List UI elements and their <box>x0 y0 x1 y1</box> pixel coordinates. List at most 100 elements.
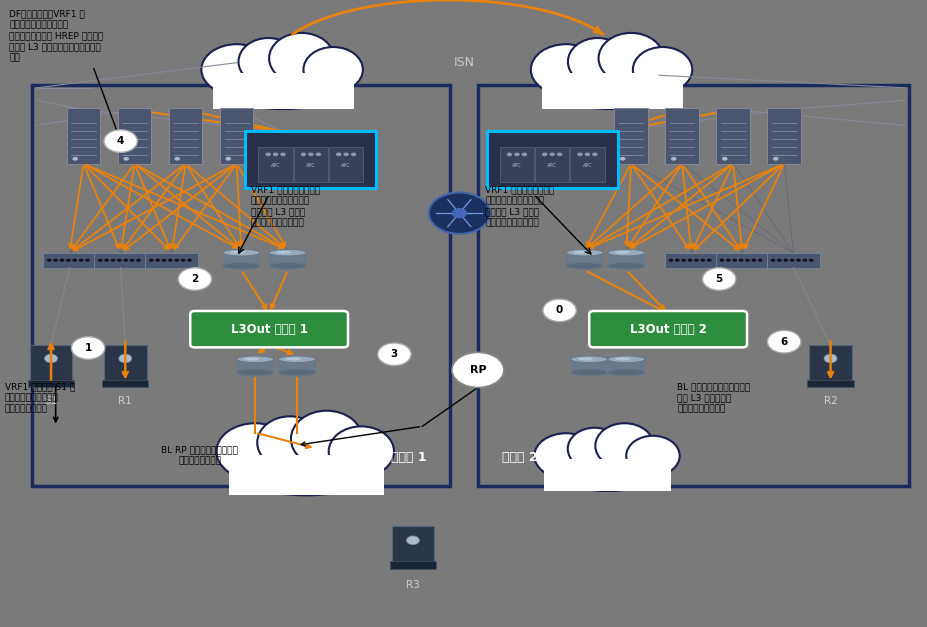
Circle shape <box>72 259 77 262</box>
Circle shape <box>757 259 762 262</box>
Text: L3Out サイト 1: L3Out サイト 1 <box>231 323 307 335</box>
Circle shape <box>66 259 70 262</box>
Circle shape <box>123 259 128 262</box>
Circle shape <box>174 259 179 262</box>
Circle shape <box>789 259 794 262</box>
Ellipse shape <box>257 416 323 469</box>
Text: R1: R1 <box>119 396 132 406</box>
Circle shape <box>406 536 419 545</box>
Text: 4: 4 <box>117 136 124 146</box>
FancyBboxPatch shape <box>664 253 717 268</box>
Circle shape <box>744 259 749 262</box>
Circle shape <box>161 259 166 262</box>
Circle shape <box>44 354 57 363</box>
Ellipse shape <box>303 47 362 92</box>
FancyBboxPatch shape <box>228 455 384 495</box>
FancyBboxPatch shape <box>570 359 607 372</box>
Ellipse shape <box>238 38 298 85</box>
Circle shape <box>123 157 129 161</box>
Circle shape <box>308 152 313 156</box>
Circle shape <box>700 259 705 262</box>
FancyBboxPatch shape <box>28 380 74 387</box>
FancyBboxPatch shape <box>808 345 851 382</box>
FancyBboxPatch shape <box>716 108 749 164</box>
FancyBboxPatch shape <box>389 562 436 569</box>
Circle shape <box>350 152 356 156</box>
Ellipse shape <box>570 369 607 376</box>
Circle shape <box>802 259 806 262</box>
Circle shape <box>702 268 735 290</box>
Circle shape <box>130 259 134 262</box>
Ellipse shape <box>236 369 273 376</box>
Ellipse shape <box>573 251 588 254</box>
Circle shape <box>541 152 547 156</box>
Circle shape <box>85 259 90 262</box>
Text: APC: APC <box>512 163 521 168</box>
Circle shape <box>795 259 800 262</box>
FancyBboxPatch shape <box>169 108 202 164</box>
FancyBboxPatch shape <box>486 132 617 188</box>
FancyBboxPatch shape <box>95 253 146 268</box>
Circle shape <box>225 157 231 161</box>
FancyBboxPatch shape <box>541 73 682 109</box>
Text: R2: R2 <box>823 396 836 406</box>
Ellipse shape <box>230 433 383 495</box>
FancyBboxPatch shape <box>236 359 273 372</box>
FancyBboxPatch shape <box>293 147 328 182</box>
Circle shape <box>343 152 349 156</box>
Circle shape <box>721 157 727 161</box>
Circle shape <box>377 343 411 366</box>
Circle shape <box>71 337 105 359</box>
Circle shape <box>731 259 736 262</box>
Text: VRF1 に属する S1 が
全てのマルチキャスト
ストリームを発信: VRF1 に属する S1 が 全てのマルチキャスト ストリームを発信 <box>5 382 75 414</box>
Circle shape <box>670 157 676 161</box>
Circle shape <box>136 259 141 262</box>
Ellipse shape <box>244 357 259 361</box>
Circle shape <box>265 152 271 156</box>
Text: 6: 6 <box>780 337 787 347</box>
Ellipse shape <box>269 33 334 84</box>
Text: 3: 3 <box>390 349 398 359</box>
FancyBboxPatch shape <box>278 359 315 372</box>
Text: ISN: ISN <box>453 56 474 69</box>
FancyBboxPatch shape <box>607 252 644 266</box>
Circle shape <box>428 192 489 234</box>
Circle shape <box>315 152 321 156</box>
Circle shape <box>155 259 159 262</box>
Ellipse shape <box>542 53 681 109</box>
Ellipse shape <box>578 357 592 361</box>
Ellipse shape <box>201 44 272 95</box>
Ellipse shape <box>565 263 603 269</box>
Text: APC: APC <box>341 163 350 168</box>
Ellipse shape <box>534 433 597 478</box>
Text: BL ノードがトラフィックを
外部 L3 ドメインへ
転送することはない: BL ノードがトラフィックを 外部 L3 ドメインへ 転送することはない <box>677 382 750 414</box>
Circle shape <box>693 259 698 262</box>
FancyBboxPatch shape <box>534 147 568 182</box>
FancyBboxPatch shape <box>104 345 146 382</box>
Ellipse shape <box>230 251 245 254</box>
FancyBboxPatch shape <box>569 147 604 182</box>
Text: サイト 1: サイト 1 <box>390 451 425 464</box>
Circle shape <box>687 259 692 262</box>
FancyBboxPatch shape <box>222 252 260 266</box>
Ellipse shape <box>607 369 644 376</box>
Ellipse shape <box>269 250 306 256</box>
Text: サイト 2: サイト 2 <box>502 451 537 464</box>
Circle shape <box>79 259 83 262</box>
Ellipse shape <box>570 356 607 362</box>
FancyBboxPatch shape <box>499 147 533 182</box>
Circle shape <box>72 157 78 161</box>
Circle shape <box>549 152 554 156</box>
Ellipse shape <box>632 47 692 92</box>
Text: 1: 1 <box>84 343 92 353</box>
Text: 2: 2 <box>191 274 198 284</box>
Circle shape <box>577 152 582 156</box>
Circle shape <box>104 130 137 152</box>
Ellipse shape <box>291 411 362 467</box>
Ellipse shape <box>607 250 644 256</box>
Text: VRF1 が登録されている
すべてのローカルリーフ
ノードに L3 マルチ
キャストフローを転送: VRF1 が登録されている すべてのローカルリーフ ノードに L3 マルチ キャ… <box>250 185 319 227</box>
FancyBboxPatch shape <box>328 147 363 182</box>
Circle shape <box>181 259 185 262</box>
Circle shape <box>280 152 286 156</box>
Text: L3Out サイト 2: L3Out サイト 2 <box>629 323 705 335</box>
